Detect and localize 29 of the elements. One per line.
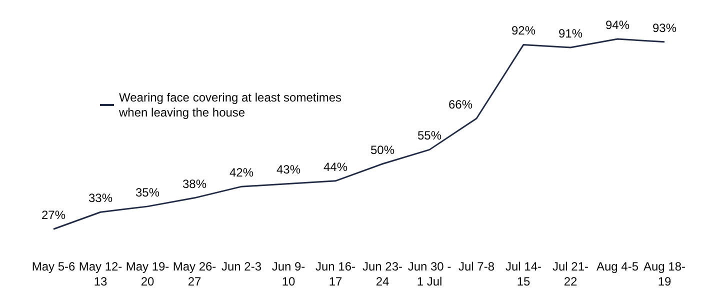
data-label: 92% xyxy=(511,24,536,38)
x-tick-label: May 12-13 xyxy=(78,260,122,288)
x-tick-label: Jul 21-22 xyxy=(552,260,589,288)
data-label: 27% xyxy=(41,208,66,222)
data-label: 38% xyxy=(182,176,207,191)
x-tick-label: Jun 2-3 xyxy=(221,260,262,274)
x-tick-label: Jun 30 - 1 Jul xyxy=(408,260,452,288)
data-label: 66% xyxy=(448,97,473,112)
data-label: 93% xyxy=(652,20,677,35)
x-tick-label: Jun 9-10 xyxy=(272,260,306,288)
x-tick-label: Aug 18-19 xyxy=(643,260,686,288)
x-tick-label: Jul 14-15 xyxy=(505,260,542,288)
data-label: 94% xyxy=(605,18,630,32)
data-label: 43% xyxy=(276,162,301,177)
x-tick-label: May 26-27 xyxy=(172,260,216,288)
x-tick-label: Aug 4-5 xyxy=(596,260,639,274)
data-label: 33% xyxy=(88,191,113,206)
x-tick-label: Jun 23-24 xyxy=(362,260,403,288)
data-label: 42% xyxy=(229,166,254,180)
x-tick-label: May 19-20 xyxy=(126,260,170,288)
data-label: 50% xyxy=(370,142,395,157)
x-tick-label: Jul 7-8 xyxy=(458,260,495,274)
data-label: 55% xyxy=(417,128,442,143)
data-label: 91% xyxy=(558,26,583,41)
data-label: 35% xyxy=(135,185,160,200)
data-label: 44% xyxy=(323,160,348,174)
x-tick-label: Jun 16-17 xyxy=(315,260,356,288)
x-tick-label: May 5-6 xyxy=(32,260,76,274)
legend-label: Wearing face covering at least sometimes when leaving the house xyxy=(118,90,345,120)
